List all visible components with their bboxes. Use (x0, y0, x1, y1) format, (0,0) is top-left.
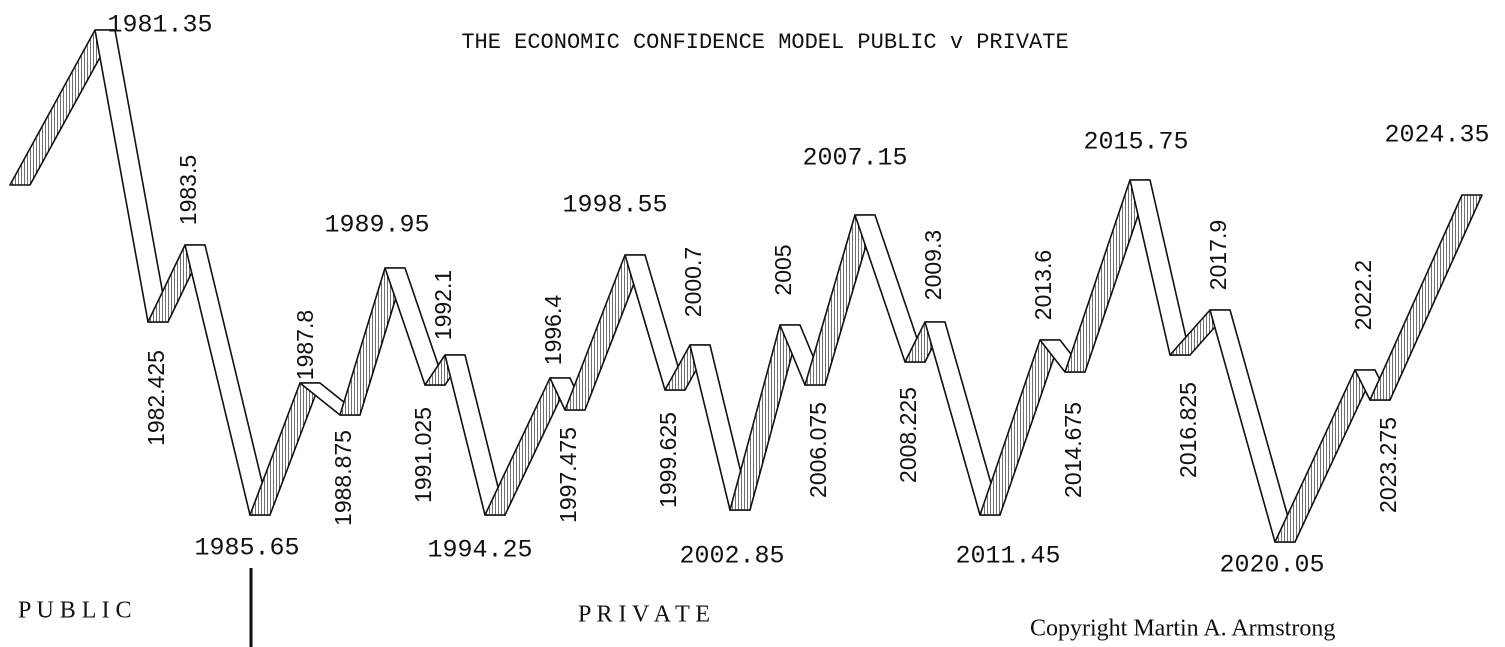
turning-point-label: 1997.475 (555, 427, 581, 523)
ribbon-segment (1209, 309, 1296, 543)
turning-point-label: 2000.7 (680, 247, 706, 317)
turning-point-label: 2011.45 (955, 542, 1060, 571)
turning-point-label: 1989.95 (324, 211, 429, 240)
turning-point-label: 2022.2 (1350, 260, 1376, 330)
turning-point-label: 1999.625 (655, 412, 681, 508)
turning-point-label: 1988.875 (330, 430, 356, 526)
copyright: Copyright Martin A. Armstrong (1030, 616, 1335, 642)
ribbon-segment (854, 214, 926, 363)
turning-point-label: 2016.825 (1175, 382, 1201, 478)
turning-point-label: 2015.75 (1083, 128, 1188, 157)
turning-point-label: 2014.675 (1060, 402, 1086, 498)
ribbon-segment (184, 244, 271, 516)
ribbon-segment (249, 382, 321, 516)
turning-point-label: 2005 (770, 244, 796, 295)
private-label: P R I V A T E (578, 602, 710, 628)
turning-point-label: 2023.275 (1375, 417, 1401, 513)
turning-point-label: 2002.85 (679, 542, 784, 571)
turning-point-label: 2008.225 (895, 387, 921, 483)
turning-point-label: 1987.8 (292, 310, 318, 380)
turning-point-label: 1992.1 (430, 270, 456, 340)
turning-point-label: 1981.35 (107, 11, 212, 40)
turning-point-label: 2006.075 (805, 402, 831, 498)
turning-point-label: 2024.35 (1384, 121, 1489, 150)
turning-point-labels: 1981.35 1982.425 1983.5 1985.65 1987.8 1988.8… (107, 11, 1489, 580)
ribbon-segment (1129, 179, 1191, 356)
turning-point-label: 1994.25 (427, 536, 532, 565)
turning-point-label: 2017.9 (1205, 220, 1231, 290)
turning-point-label: 1985.65 (194, 534, 299, 563)
turning-point-label: 1998.55 (562, 191, 667, 220)
public-label: P U B L I C (18, 598, 132, 624)
turning-point-label: 2020.05 (1219, 551, 1324, 580)
ribbon-segment (924, 321, 1001, 516)
title: THE ECONOMIC CONFIDENCE MODEL PUBLIC v P… (461, 30, 1068, 55)
turning-point-label: 1983.5 (175, 155, 201, 225)
ribbon-segment (1369, 194, 1483, 401)
turning-point-label: 2009.3 (920, 230, 946, 300)
turning-point-label: 2007.15 (802, 144, 907, 173)
turning-point-label: 1996.4 (540, 295, 566, 366)
turning-point-label: 1991.025 (410, 407, 436, 503)
ribbon (9, 29, 1483, 543)
ribbon-segment (729, 324, 801, 511)
ribbon-segment (94, 29, 169, 323)
ribbon-segment (1274, 369, 1376, 543)
turning-point-label: 2013.6 (1030, 250, 1056, 320)
ribbon-segment (979, 339, 1061, 516)
turning-point-label: 1982.425 (143, 350, 169, 446)
